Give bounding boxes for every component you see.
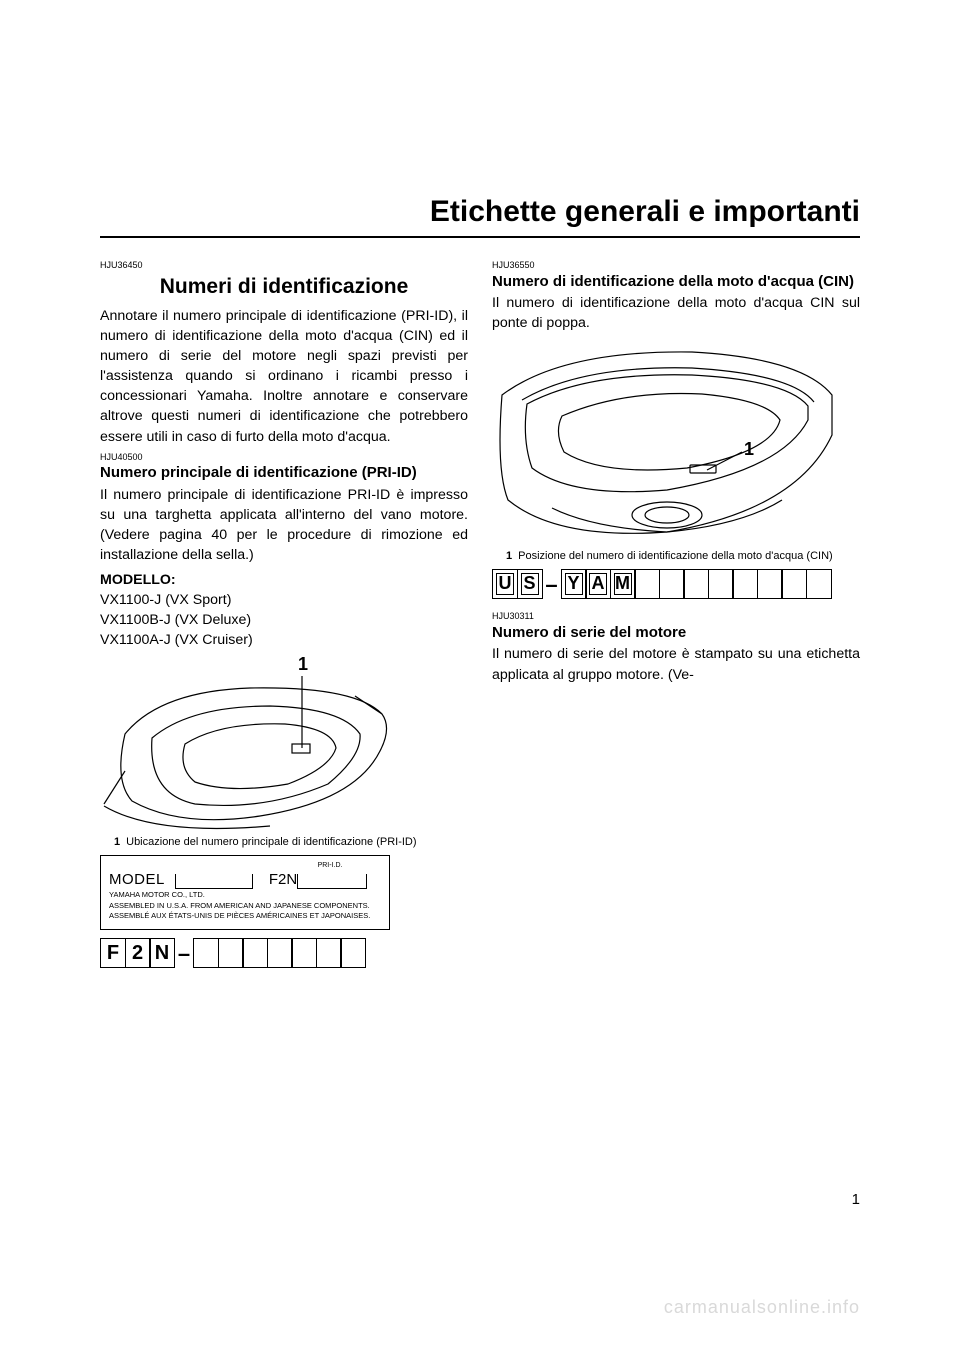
cell-empty bbox=[267, 938, 293, 968]
cin-paragraph: Il numero di identificazione della moto … bbox=[492, 293, 860, 333]
cin-illustration: 1 bbox=[492, 340, 842, 545]
cell-empty bbox=[340, 938, 366, 968]
cell: A bbox=[585, 569, 611, 599]
svg-text:1: 1 bbox=[298, 656, 308, 674]
cell-empty bbox=[316, 938, 342, 968]
plate-line1: ASSEMBLED IN U.S.A. FROM AMERICAN AND JA… bbox=[109, 902, 381, 911]
cell-empty bbox=[757, 569, 783, 599]
section-code: HJU36550 bbox=[492, 259, 860, 272]
cell-empty bbox=[781, 569, 807, 599]
plate-f2n: F2N bbox=[269, 871, 297, 889]
plate-priid-label: PRI-I.D. bbox=[318, 862, 343, 870]
caption-text: Posizione del numero di identificazione … bbox=[518, 550, 833, 562]
caption-number: 1 bbox=[506, 550, 512, 562]
sub-heading-engine: Numero di serie del motore bbox=[492, 623, 860, 643]
section-code: HJU36450 bbox=[100, 259, 468, 272]
cell-dash: – bbox=[543, 569, 561, 600]
page-number: 1 bbox=[852, 1191, 860, 1208]
cell: F bbox=[100, 938, 126, 968]
left-column: HJU36450 Numeri di identificazione Annot… bbox=[100, 255, 468, 979]
engine-paragraph: Il numero di serie del motore è stampato… bbox=[492, 644, 860, 684]
main-heading: Numeri di identificazione bbox=[100, 272, 468, 302]
model-line: VX1100A-J (VX Cruiser) bbox=[100, 632, 253, 648]
sub-heading-cin: Numero di identificazione della moto d'a… bbox=[492, 272, 860, 292]
cell-dash: – bbox=[175, 938, 193, 969]
right-column: HJU36550 Numero di identificazione della… bbox=[492, 255, 860, 979]
plate-model-label: MODEL bbox=[109, 871, 165, 889]
cell-empty bbox=[708, 569, 734, 599]
cell: M bbox=[610, 569, 636, 599]
plate-model-box bbox=[175, 874, 253, 889]
priid-plate: MODEL PRI-I.D. F2N YAMAHA MOTOR CO., LTD… bbox=[100, 855, 390, 929]
cell: 2 bbox=[125, 938, 151, 968]
plate-company: YAMAHA MOTOR CO., LTD. bbox=[109, 891, 381, 900]
title-rule bbox=[100, 236, 860, 238]
section-code: HJU40500 bbox=[100, 451, 468, 464]
plate-line2: ASSEMBLÉ AUX ÉTATS-UNIS DE PIÈCES AMÉRIC… bbox=[109, 912, 381, 921]
priid-caption: 1 Ubicazione del numero principale di ide… bbox=[100, 835, 468, 849]
page-title: Etichette generali e importanti bbox=[430, 195, 860, 229]
cell-empty bbox=[634, 569, 660, 599]
usyam-cell-row: U S – Y A M bbox=[492, 569, 860, 600]
sub-heading-priid: Numero principale di identificazione (PR… bbox=[100, 463, 468, 483]
cell-empty bbox=[683, 569, 709, 599]
intro-paragraph: Annotare il numero principale di identif… bbox=[100, 306, 468, 447]
cell-empty bbox=[218, 938, 244, 968]
plate-f2n-box bbox=[297, 874, 367, 889]
model-label: MODELLO: bbox=[100, 572, 176, 588]
caption-text: Ubicazione del numero principale di iden… bbox=[126, 836, 416, 848]
cell-empty bbox=[193, 938, 219, 968]
cell-empty bbox=[806, 569, 832, 599]
cell: U bbox=[492, 569, 518, 599]
cell: Y bbox=[561, 569, 587, 599]
model-line: VX1100B-J (VX Deluxe) bbox=[100, 612, 251, 628]
watermark: carmanualsonline.info bbox=[664, 1297, 860, 1318]
cell-empty bbox=[291, 938, 317, 968]
cell-empty bbox=[659, 569, 685, 599]
priid-illustration: 1 bbox=[100, 656, 400, 831]
priid-paragraph: Il numero principale di identificazione … bbox=[100, 485, 468, 566]
cell-empty bbox=[732, 569, 758, 599]
section-code: HJU30311 bbox=[492, 610, 860, 623]
f2n-cell-row: F 2 N – bbox=[100, 938, 468, 969]
cell-empty bbox=[242, 938, 268, 968]
svg-text:1: 1 bbox=[744, 439, 754, 459]
cell: N bbox=[149, 938, 175, 968]
model-block: MODELLO: VX1100-J (VX Sport) VX1100B-J (… bbox=[100, 570, 468, 651]
cell: S bbox=[517, 569, 543, 599]
caption-number: 1 bbox=[114, 836, 120, 848]
model-line: VX1100-J (VX Sport) bbox=[100, 592, 231, 608]
content-columns: HJU36450 Numeri di identificazione Annot… bbox=[100, 200, 860, 979]
cin-caption: 1 Posizione del numero di identificazione… bbox=[492, 549, 860, 563]
